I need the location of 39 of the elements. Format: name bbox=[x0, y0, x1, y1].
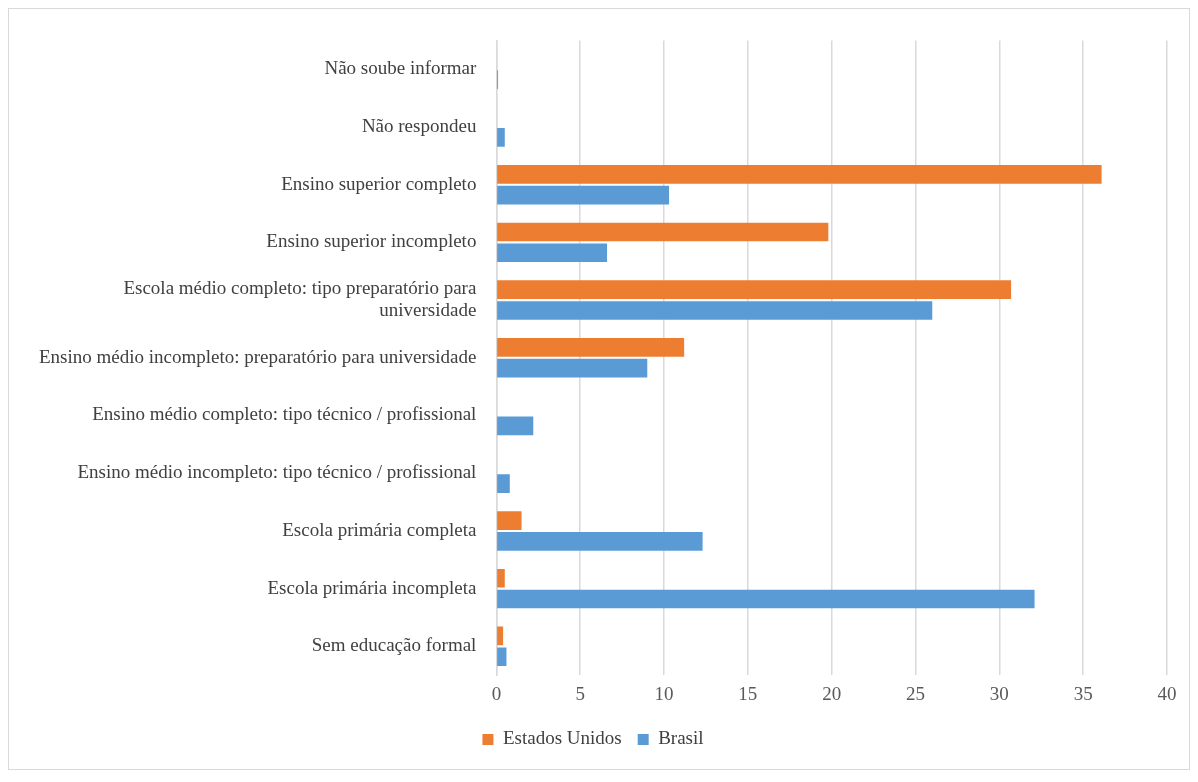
x-tick-label: 5 bbox=[575, 682, 585, 704]
legend-label: Estados Unidos bbox=[502, 727, 622, 749]
x-tick-label: 0 bbox=[491, 682, 502, 704]
bar bbox=[497, 128, 505, 147]
y-tick-label: Sem educação formal bbox=[311, 634, 477, 656]
y-tick-label: Ensino médio incompleto: tipo técnico / profissional bbox=[77, 461, 477, 483]
y-tick-label: Não soube informar bbox=[324, 57, 478, 79]
bar bbox=[497, 511, 522, 530]
bar bbox=[497, 164, 1102, 184]
legend-label: Brasil bbox=[658, 727, 704, 749]
bar bbox=[497, 568, 505, 588]
y-tick-label: Ensino superior completo bbox=[281, 172, 477, 194]
bar bbox=[497, 647, 507, 667]
bar bbox=[497, 626, 504, 646]
x-tick-label: 15 bbox=[738, 682, 758, 704]
bar bbox=[497, 338, 685, 357]
bar bbox=[497, 474, 510, 493]
bar bbox=[497, 589, 1035, 609]
y-tick-label: Escola médio completo: tipo preparatório para universidade bbox=[123, 276, 477, 321]
bar bbox=[497, 280, 1012, 300]
y-tick-label: Ensino superior incompleto bbox=[266, 230, 477, 252]
y-tick-label: Não respondeu bbox=[361, 114, 477, 136]
y-tick-label: Ensino médio incompleto: preparatório para universidade bbox=[39, 345, 477, 367]
x-tick-label: 40 bbox=[1157, 682, 1177, 704]
bar bbox=[497, 185, 670, 205]
bar bbox=[497, 243, 608, 263]
x-tick-label: 30 bbox=[989, 682, 1009, 704]
x-tick-label: 25 bbox=[906, 682, 926, 704]
x-tick-label: 10 bbox=[654, 682, 674, 704]
y-tick-label: Ensino médio completo: tipo técnico / profissional bbox=[92, 403, 477, 425]
x-tick-label: 20 bbox=[822, 682, 842, 704]
bar bbox=[497, 531, 703, 551]
bar bbox=[497, 301, 933, 320]
y-tick-label: Escola primária incompleta bbox=[267, 576, 477, 598]
x-tick-label: 35 bbox=[1073, 682, 1093, 704]
bar bbox=[497, 222, 829, 242]
y-tick-label: Escola primária completa bbox=[282, 518, 477, 540]
bar bbox=[497, 416, 534, 436]
bar bbox=[497, 358, 648, 378]
